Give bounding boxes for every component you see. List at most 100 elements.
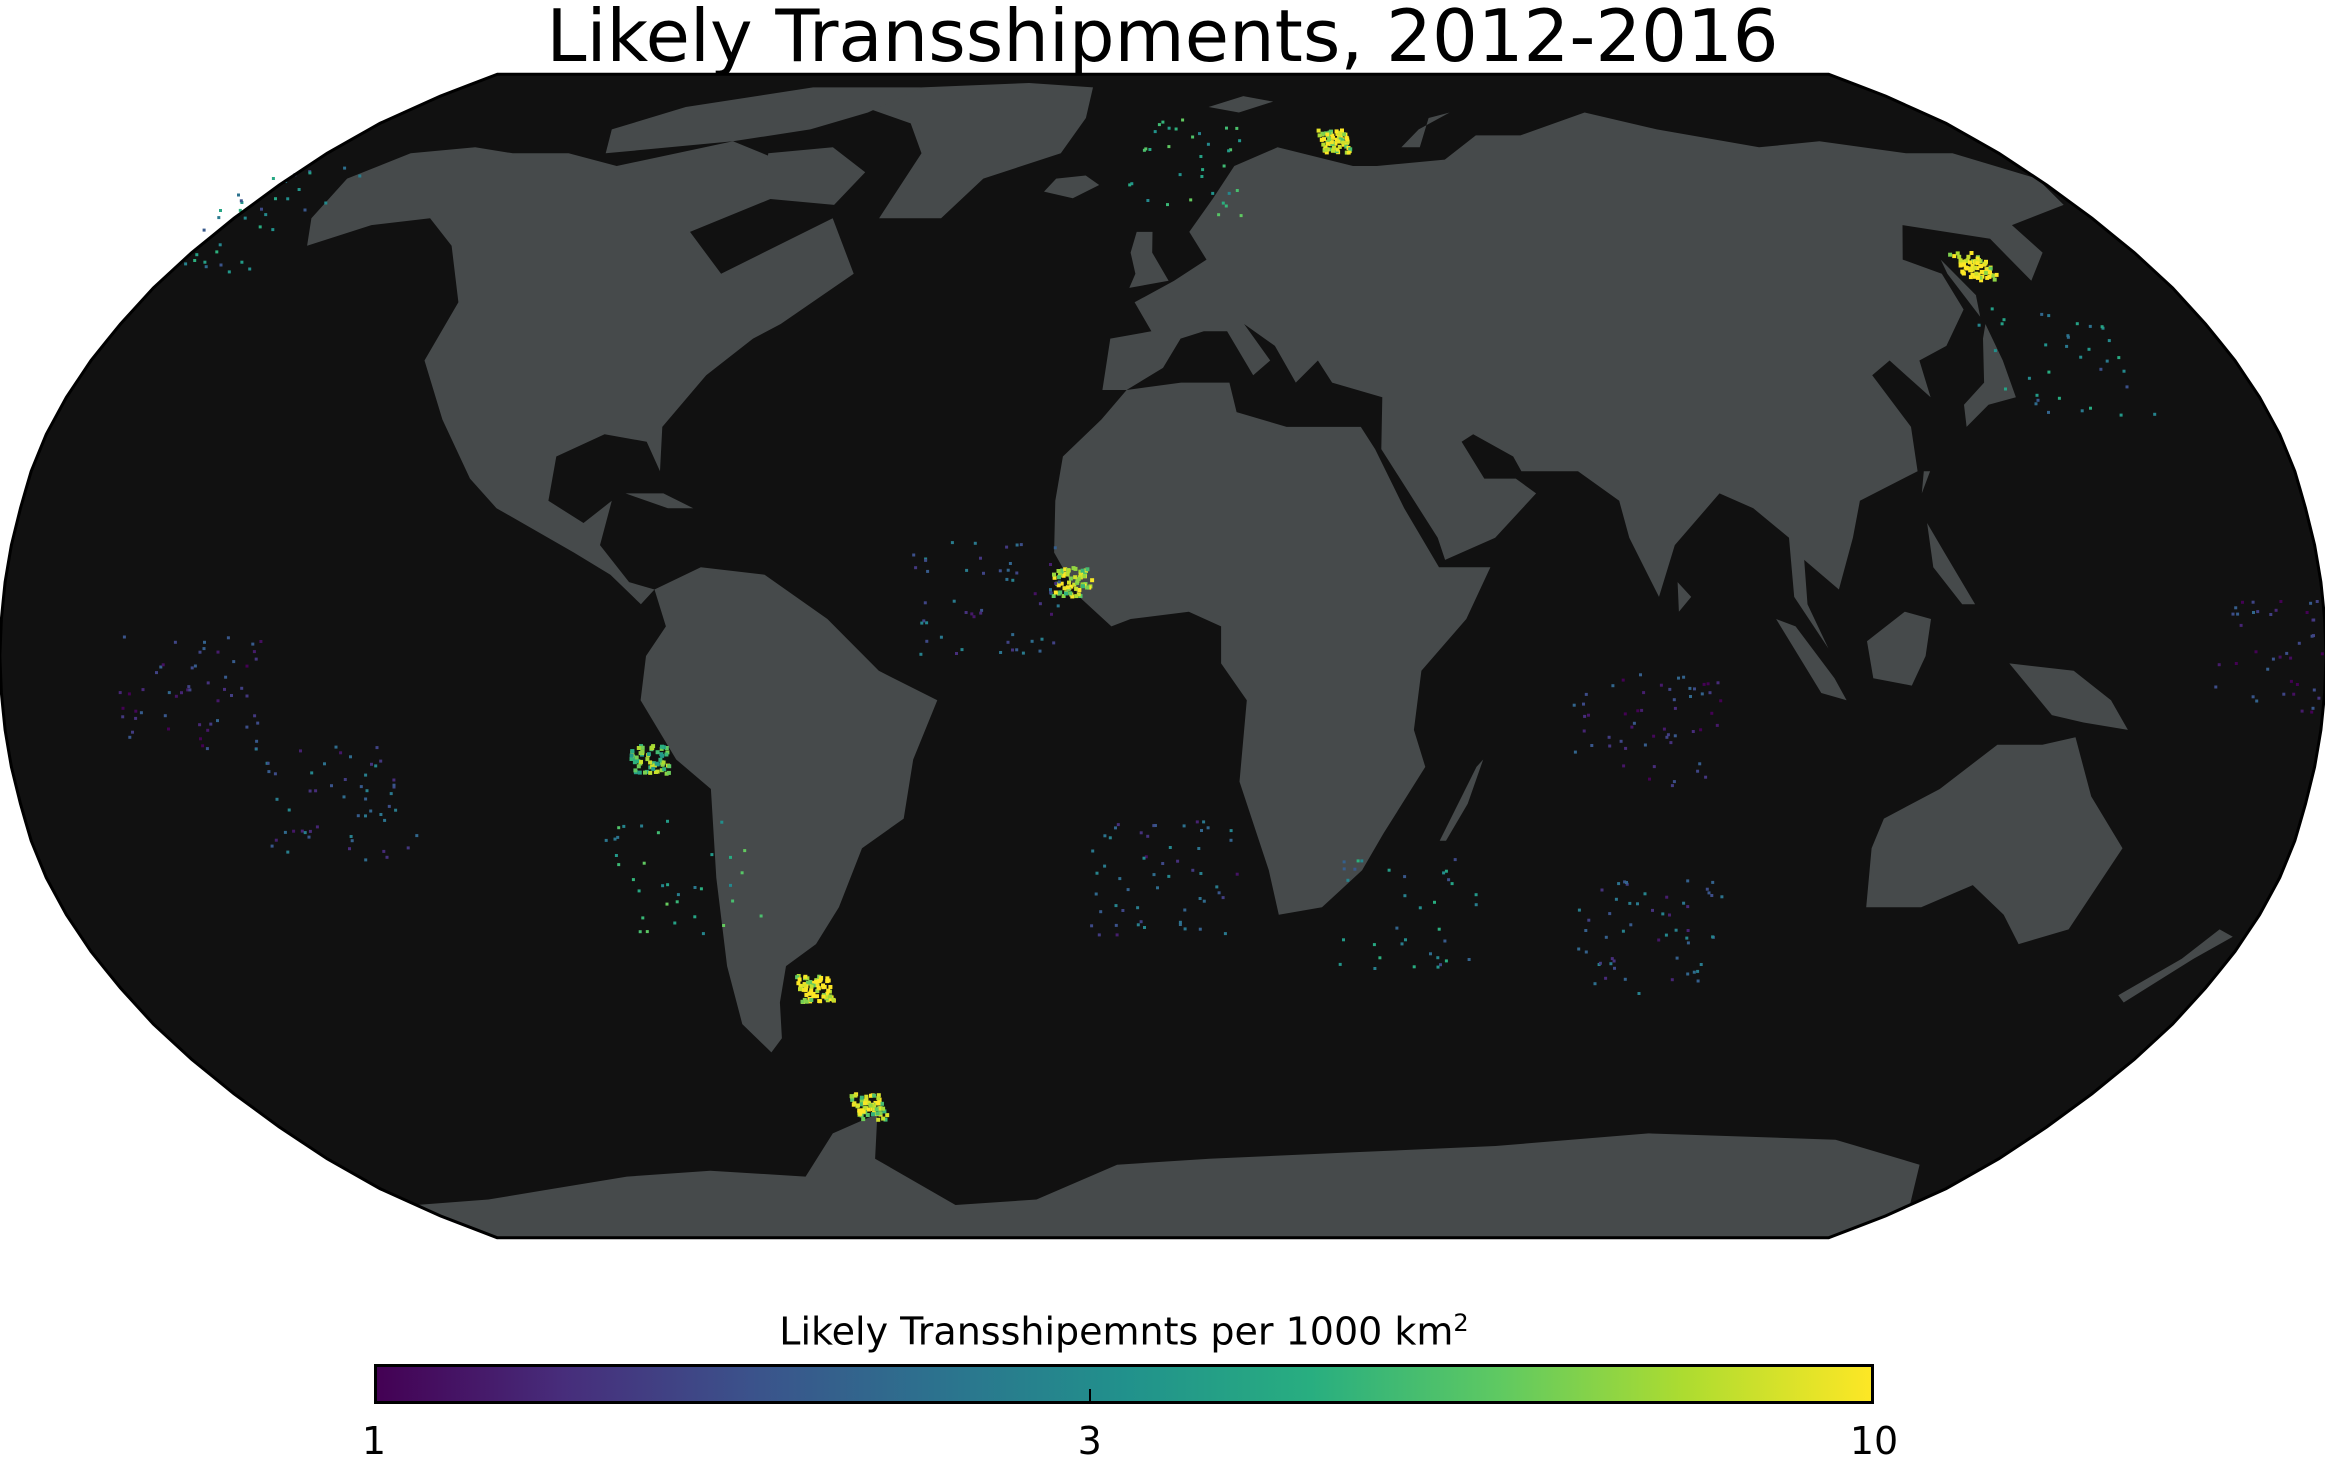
transshipment-point [159,665,163,669]
transshipment-point [964,611,968,614]
transshipment-point [240,686,244,690]
transshipment-point [865,1113,870,1117]
transshipment-point [666,770,671,775]
transshipment-point [2057,396,2061,400]
transshipment-point [287,808,291,812]
transshipment-point [2100,325,2104,329]
transshipment-point [798,983,803,988]
transshipment-point [343,166,347,170]
transshipment-point [348,847,351,851]
transshipment-point [2047,314,2051,318]
transshipment-point [2087,347,2091,351]
transshipment-point [392,783,396,787]
transshipment-point [1011,648,1014,652]
transshipment-point [614,854,618,857]
transshipment-point [874,1107,879,1112]
transshipment-point [2274,608,2278,612]
transshipment-point [226,636,230,640]
transshipment-point [805,980,810,985]
transshipment-point [1994,272,1999,277]
transshipment-point [1966,254,1971,259]
transshipment-point [1582,702,1585,706]
transshipment-point [1049,563,1052,566]
transshipment-point [1360,859,1364,863]
transshipment-point [1637,992,1641,995]
transshipment-point [2310,710,2314,714]
transshipment-point [740,871,744,875]
transshipment-point [1021,651,1025,655]
transshipment-point [1078,572,1083,577]
land-masses [307,83,2233,1238]
transshipment-point [1217,213,1221,217]
world-map [0,72,2325,1240]
transshipment-point [922,619,926,623]
transshipment-point [1450,882,1454,886]
transshipment-point [161,663,165,667]
transshipment-point [1444,869,1448,873]
transshipment-point [1061,573,1066,578]
transshipment-point [275,797,279,801]
transshipment-point [1387,868,1391,872]
transshipment-point [699,887,703,891]
transshipment-point [121,715,125,719]
transshipment-point [324,201,328,205]
transshipment-point [2036,398,2040,402]
transshipment-point [661,760,666,765]
transshipment-point [1670,784,1674,788]
transshipment-point [1342,860,1346,864]
transshipment-point [1198,897,1202,900]
transshipment-point [383,818,387,822]
transshipment-point [1692,970,1696,974]
transshipment-point [2214,685,2218,689]
transshipment-point [1346,878,1350,882]
transshipment-point [1632,721,1636,725]
transshipment-point [1968,275,1973,280]
transshipment-point [999,651,1003,654]
transshipment-point [616,835,620,839]
transshipment-point [701,932,705,936]
transshipment-point [965,568,969,572]
transshipment-point [1948,252,1953,257]
transshipment-point [1968,266,1973,271]
transshipment-point [1322,137,1326,142]
transshipment-point [2239,623,2243,627]
transshipment-point [1378,956,1382,960]
transshipment-point [219,209,222,212]
transshipment-point [1068,576,1073,581]
transshipment-point [1235,189,1239,192]
transshipment-point [1623,977,1627,981]
transshipment-point [798,987,802,992]
transshipment-point [731,899,735,903]
transshipment-point [1167,145,1171,149]
transshipment-point [1979,278,1984,283]
transshipment-point [637,770,642,775]
transshipment-point [128,735,132,739]
transshipment-point [914,566,918,570]
transshipment-point [1990,273,1995,278]
transshipment-point [1587,918,1591,922]
land-new-zealand [2118,929,2233,1003]
transshipment-point [825,991,830,996]
transshipment-point [979,556,982,560]
transshipment-point [1584,950,1588,954]
transshipment-point [1057,580,1061,584]
transshipment-point [1972,265,1977,270]
transshipment-point [1085,585,1090,590]
transshipment-point [217,216,221,220]
transshipment-point [1962,262,1966,267]
transshipment-point [184,262,188,266]
transshipment-point [1686,879,1690,883]
transshipment-point [1664,933,1668,937]
transshipment-point [645,930,649,934]
transshipment-point [664,746,669,750]
transshipment-point [960,648,964,652]
transshipment-point [237,193,240,197]
transshipment-point [2122,369,2126,373]
transshipment-point [202,228,206,232]
transshipment-point [1078,569,1083,574]
transshipment-point [230,694,233,697]
transshipment-point [1443,939,1447,943]
transshipment-points [118,118,2324,1122]
transshipment-point [856,1103,860,1108]
transshipment-point [1467,958,1471,961]
